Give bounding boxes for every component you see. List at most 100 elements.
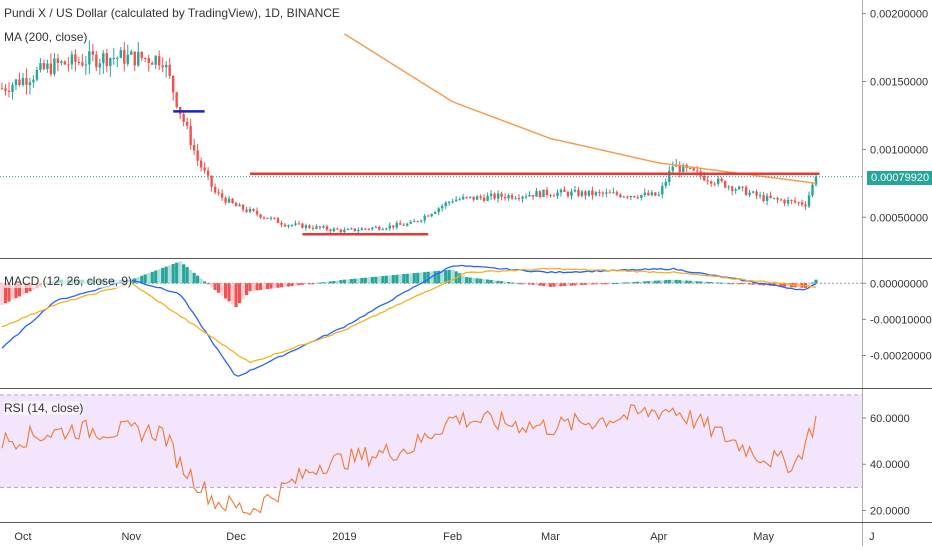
macd-histogram-bar [775, 283, 780, 287]
candle-body [521, 196, 524, 199]
macd-histogram-bar [723, 282, 727, 284]
candle-body [762, 195, 765, 202]
candle-body [322, 226, 325, 228]
candle-body [496, 193, 500, 199]
macd-histogram-bar [559, 283, 563, 287]
macd-histogram-bar [388, 275, 392, 284]
candle-body [367, 228, 371, 230]
macd-histogram-bar [695, 281, 699, 284]
macd-histogram-bar [339, 280, 343, 284]
candle-body [385, 228, 388, 230]
macd-histogram-bar [632, 281, 636, 284]
macd-histogram-bar [685, 280, 689, 284]
candle-body [262, 217, 266, 219]
candle-body [758, 195, 762, 197]
macd-histogram-bar [734, 283, 738, 285]
candle-body [807, 195, 811, 207]
macd-histogram-bar [751, 283, 755, 285]
candle-body [650, 192, 654, 196]
macd-histogram-bar [370, 277, 374, 284]
candle-body [137, 51, 140, 66]
macd-histogram-bar [555, 283, 560, 287]
macd-histogram-bar [175, 262, 179, 284]
candle-body [336, 228, 339, 230]
macd-histogram-bar [678, 280, 682, 284]
macd-histogram-bar [210, 283, 214, 288]
candle-body [49, 63, 53, 75]
macd-histogram-bar [657, 280, 661, 284]
candle-body [783, 200, 786, 204]
candle-body [371, 227, 374, 230]
macd-histogram-bar [412, 273, 416, 284]
candle-body [779, 199, 783, 201]
candle-body [182, 114, 185, 122]
candle-body [689, 168, 692, 170]
rsi-band [0, 394, 862, 488]
ma-indicator-label[interactable]: MA (200, close) [4, 30, 88, 44]
price-tick-label: 0.00150000 [870, 76, 928, 88]
macd-histogram-bar [265, 283, 270, 290]
macd-histogram-bar [611, 283, 615, 285]
candle-body [734, 189, 737, 191]
macd-histogram-bar [744, 283, 748, 285]
macd-histogram-bar [279, 283, 284, 288]
candle-body [538, 191, 542, 198]
time-tick-label: 2019 [332, 531, 356, 543]
macd-histogram-bar [709, 282, 713, 284]
macd-histogram-bar [356, 278, 360, 284]
macd-histogram-bar [782, 283, 787, 287]
candle-body [357, 230, 360, 232]
macd-pane-title[interactable]: MACD (12, 26, close, 9) [4, 274, 133, 288]
macd-histogram-bar [237, 283, 242, 304]
macd-histogram-bar [562, 283, 567, 287]
macd-histogram-bar [251, 283, 256, 291]
last-price-label: 0.00079920 [867, 171, 932, 185]
macd-histogram-bar [506, 281, 511, 284]
candle-body [556, 192, 559, 196]
candle-body [140, 51, 143, 58]
candle-body [301, 223, 304, 229]
macd-histogram-bar [189, 269, 193, 284]
macd-histogram-bar [293, 283, 298, 286]
rsi-tick-label: 40.0000 [870, 459, 910, 471]
candle-body [811, 184, 814, 196]
candle-body [294, 223, 297, 225]
candle-body [605, 192, 608, 194]
candle-body [192, 145, 196, 151]
rsi-pane-title[interactable]: RSI (14, close) [4, 401, 84, 415]
candle-body [741, 186, 744, 188]
macd-histogram-bar [196, 275, 200, 284]
macd-histogram-bar [615, 282, 619, 284]
macd-line [1, 264, 817, 377]
candle-body [440, 205, 444, 209]
candle-body [343, 229, 346, 233]
macd-histogram-bar [426, 271, 430, 284]
macd-histogram-bar [136, 277, 140, 284]
candle-body [549, 195, 552, 197]
candle-body [220, 193, 224, 198]
macd-histogram-bar [349, 279, 353, 284]
candle-body [151, 62, 154, 65]
macd-histogram-bar [0, 283, 4, 305]
candle-body [147, 58, 150, 63]
candle-body [315, 226, 318, 229]
candle-body [640, 195, 643, 198]
macd-histogram-bar [520, 283, 525, 285]
candle-body [608, 192, 612, 194]
candle-body [91, 51, 95, 55]
macd-histogram-bar [629, 282, 633, 284]
macd-histogram-bar [363, 277, 367, 284]
macd-histogram-bar [150, 271, 154, 284]
candle-body [353, 228, 357, 231]
candle-body [682, 164, 685, 172]
candle-body [168, 64, 171, 77]
macd-histogram-bar [255, 283, 259, 291]
macd-tick-label: 0.00000000 [870, 278, 928, 290]
candle-body [461, 196, 465, 200]
macd-histogram-bar [618, 282, 622, 284]
candle-body [528, 195, 531, 197]
macd-histogram-bar [758, 283, 762, 286]
macd-histogram-bar [24, 283, 29, 294]
macd-histogram-bar [706, 281, 710, 284]
